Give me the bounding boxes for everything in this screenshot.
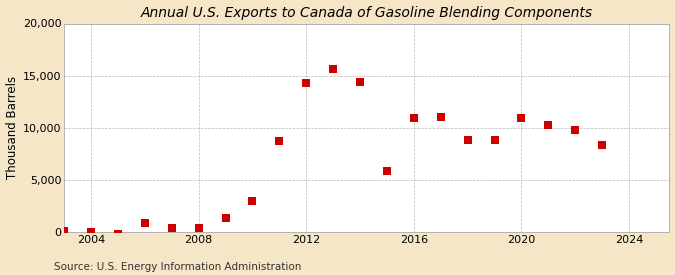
Point: [166, 226, 177, 230]
Point: [247, 199, 258, 203]
Point: [113, 232, 124, 236]
Point: [59, 229, 70, 233]
Title: Annual U.S. Exports to Canada of Gasoline Blending Components: Annual U.S. Exports to Canada of Gasolin…: [140, 6, 593, 20]
Point: [516, 116, 527, 120]
Point: [354, 80, 365, 84]
Point: [301, 81, 312, 85]
Text: Source: U.S. Energy Information Administration: Source: U.S. Energy Information Administ…: [54, 262, 301, 272]
Point: [543, 122, 554, 127]
Point: [220, 216, 231, 221]
Point: [597, 143, 608, 148]
Point: [328, 67, 339, 72]
Point: [435, 115, 446, 119]
Point: [408, 116, 419, 120]
Point: [462, 138, 473, 142]
Point: [570, 128, 580, 132]
Point: [140, 220, 151, 225]
Point: [381, 169, 392, 174]
Point: [489, 138, 500, 142]
Point: [274, 139, 285, 144]
Point: [86, 230, 97, 235]
Y-axis label: Thousand Barrels: Thousand Barrels: [5, 76, 18, 179]
Point: [193, 226, 204, 230]
